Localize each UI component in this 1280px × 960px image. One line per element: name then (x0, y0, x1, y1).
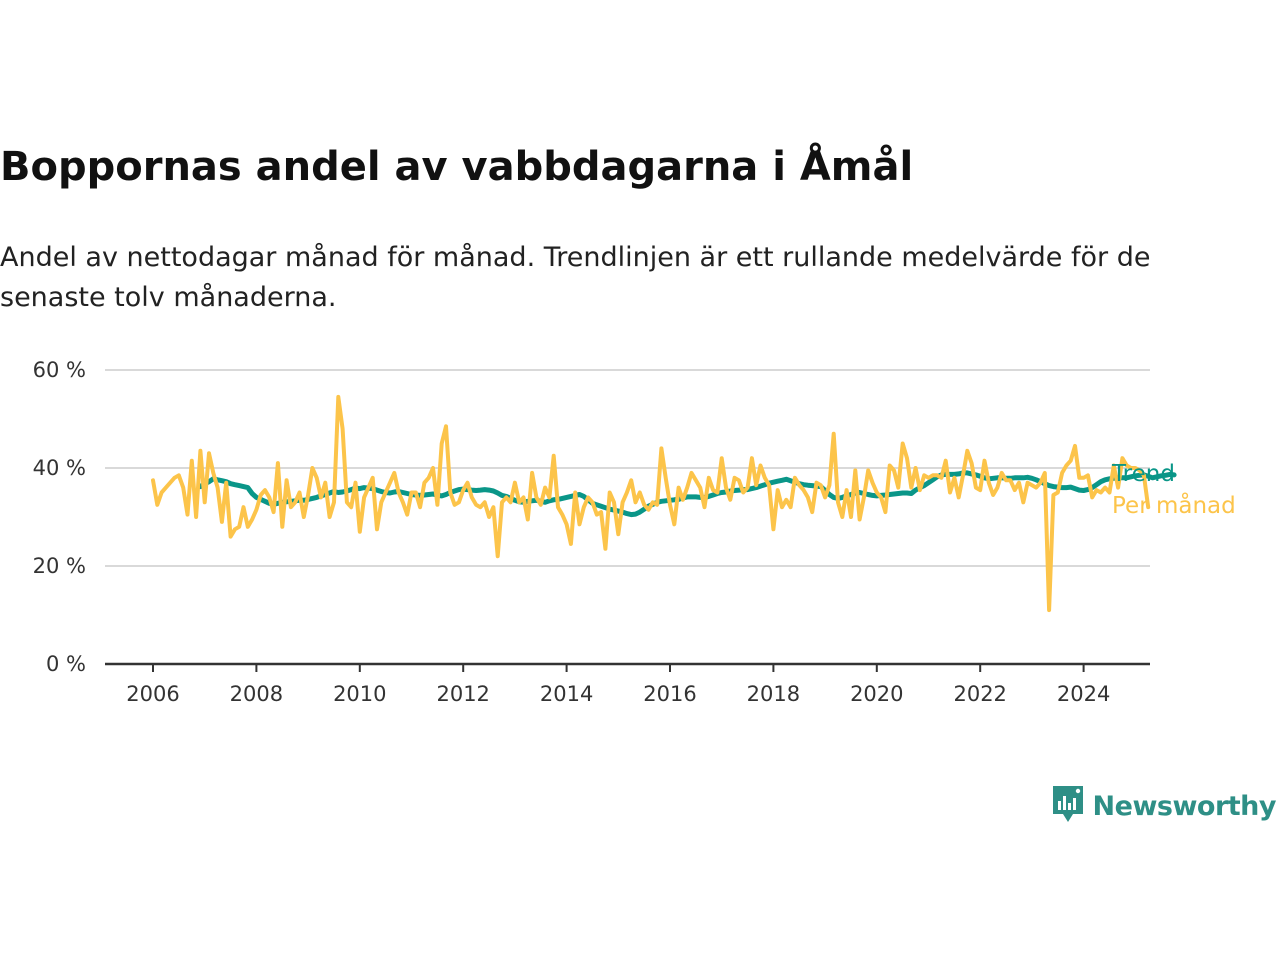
x-tick-label: 2008 (230, 682, 283, 706)
x-tick-label: 2016 (643, 682, 696, 706)
chart-title: Boppornas andel av vabbdagarna i Åmål (0, 144, 914, 190)
line-chart: 0 % 20 % 40 % 60 % 2006 2008 2010 2012 2014 2016… (33, 358, 1236, 706)
monthly-line (151, 394, 1151, 613)
x-tick-label: 2022 (953, 682, 1006, 706)
chart-subtitle: Andel av nettodagar månad för månad. Tre… (0, 242, 1151, 313)
x-tick-label: 2020 (850, 682, 903, 706)
newsworthy-logo-icon (1051, 784, 1085, 828)
trend-line (197, 470, 1177, 518)
x-tick-label: 2014 (540, 682, 593, 706)
x-tick-label: 2010 (333, 682, 386, 706)
x-tick-label: 2006 (126, 682, 179, 706)
x-tick-label: 2012 (436, 682, 489, 706)
y-tick-label: 20 % (33, 554, 86, 578)
series-labels: Per månad Trend (1111, 461, 1236, 519)
y-tick-label: 60 % (33, 358, 86, 382)
gridlines (105, 369, 1150, 567)
x-tick-label: 2024 (1057, 682, 1110, 706)
trend-label: Trend (1111, 461, 1175, 487)
brand-name: Newsworthy (1092, 790, 1277, 822)
x-axis: 2006 2008 2010 2012 2014 2016 2018 2020 2022 2024 (105, 662, 1150, 706)
monthly-label: Per månad (1112, 491, 1236, 519)
brand-logo: Newsworthy (1051, 784, 1277, 828)
y-tick-label: 40 % (33, 456, 86, 480)
x-tick-label: 2018 (747, 682, 800, 706)
y-axis: 0 % 20 % 40 % 60 % (33, 358, 86, 676)
series-lines (151, 394, 1177, 613)
y-tick-label: 0 % (46, 652, 86, 676)
